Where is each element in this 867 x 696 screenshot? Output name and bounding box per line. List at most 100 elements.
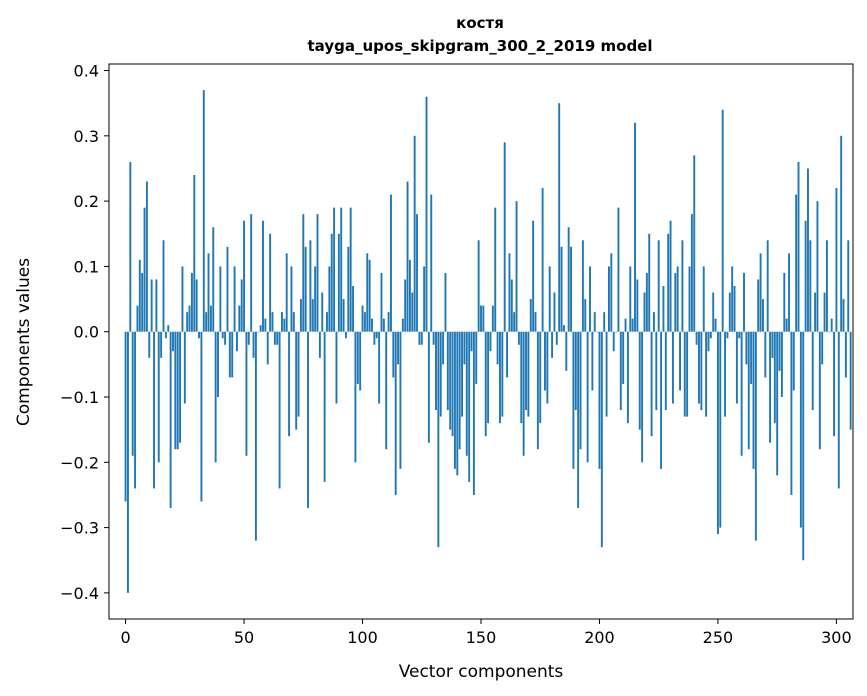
bar — [316, 214, 319, 332]
bar — [475, 331, 478, 384]
bar — [728, 292, 731, 332]
bar — [842, 299, 845, 332]
bar — [340, 207, 343, 332]
bar — [818, 331, 821, 450]
bar — [565, 331, 568, 371]
bar — [352, 286, 354, 332]
y-tick-label: 0.2 — [74, 192, 99, 211]
bar — [385, 331, 388, 450]
bar — [292, 312, 295, 332]
bar — [686, 331, 689, 417]
bar — [693, 155, 696, 332]
bar — [797, 161, 800, 332]
bar — [266, 331, 269, 365]
bar — [420, 331, 423, 345]
bar — [721, 109, 724, 332]
bar — [444, 272, 447, 332]
bar — [553, 292, 556, 332]
bar — [655, 331, 658, 411]
bar — [190, 272, 193, 332]
bar — [254, 331, 257, 541]
bar — [676, 266, 679, 332]
bar — [430, 194, 433, 332]
bar — [219, 266, 222, 332]
bar — [489, 331, 492, 352]
bar — [183, 331, 186, 404]
bar — [534, 312, 537, 332]
bar — [153, 331, 155, 489]
bar — [548, 266, 551, 332]
bar — [707, 331, 710, 352]
bar — [193, 175, 196, 332]
bar — [807, 168, 809, 332]
bar — [328, 266, 331, 332]
bar — [510, 279, 513, 332]
bar — [522, 331, 525, 456]
bar — [816, 201, 819, 332]
bar — [645, 272, 648, 332]
bar — [326, 312, 328, 332]
bar — [674, 272, 677, 332]
bar — [681, 240, 684, 332]
bar — [634, 122, 636, 332]
bar — [288, 331, 291, 437]
bar — [214, 331, 217, 463]
bar — [605, 331, 608, 417]
bar — [527, 331, 530, 417]
bar — [245, 331, 248, 456]
bar — [228, 331, 231, 378]
bar — [702, 266, 705, 332]
bar — [217, 331, 219, 397]
bar — [804, 220, 807, 332]
bar — [598, 331, 601, 469]
x-tick-label: 200 — [584, 628, 615, 647]
bar — [828, 331, 831, 333]
bar — [679, 331, 681, 391]
bar — [361, 305, 364, 332]
bar — [406, 181, 409, 332]
bar — [157, 331, 160, 463]
bar — [124, 331, 127, 502]
bar — [698, 331, 700, 404]
bar — [496, 331, 499, 365]
x-tick-label: 0 — [120, 628, 130, 647]
bar — [619, 331, 622, 411]
bar — [624, 318, 627, 332]
bar — [683, 331, 686, 417]
bar — [387, 312, 390, 332]
bar — [809, 240, 812, 332]
bar — [695, 331, 698, 345]
y-tick-label: −0.4 — [60, 584, 99, 603]
bar — [299, 299, 302, 332]
bar — [449, 331, 452, 430]
bar — [610, 253, 613, 332]
bar — [456, 331, 459, 476]
bar — [281, 312, 283, 332]
bar — [572, 331, 575, 469]
bar — [833, 331, 835, 437]
bar — [795, 194, 798, 332]
bar — [491, 305, 494, 332]
bar — [631, 318, 634, 332]
bar — [404, 279, 407, 332]
bar — [205, 312, 208, 332]
bar — [344, 331, 347, 339]
x-tick-label: 250 — [703, 628, 734, 647]
bar — [354, 331, 357, 463]
bar — [733, 286, 736, 332]
bar — [150, 279, 153, 332]
bar — [198, 331, 200, 339]
x-tick-label: 300 — [821, 628, 852, 647]
x-tick-label: 100 — [347, 628, 378, 647]
bar — [484, 331, 487, 437]
y-tick-label: −0.3 — [60, 519, 99, 538]
y-axis-ticks: 0.4 0.3 0.2 0.1 0.0 −0.1 −0.2 −0.3 −0.4 — [60, 62, 109, 603]
bar — [562, 325, 565, 332]
bar — [188, 305, 191, 332]
bar — [764, 331, 767, 378]
bar — [849, 331, 852, 430]
bar — [667, 233, 670, 332]
bar — [612, 331, 615, 352]
bar — [269, 233, 272, 332]
